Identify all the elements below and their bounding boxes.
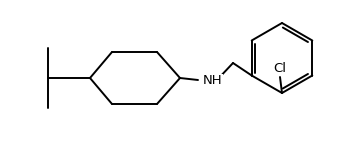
- Text: NH: NH: [203, 73, 222, 86]
- Text: Cl: Cl: [273, 62, 286, 75]
